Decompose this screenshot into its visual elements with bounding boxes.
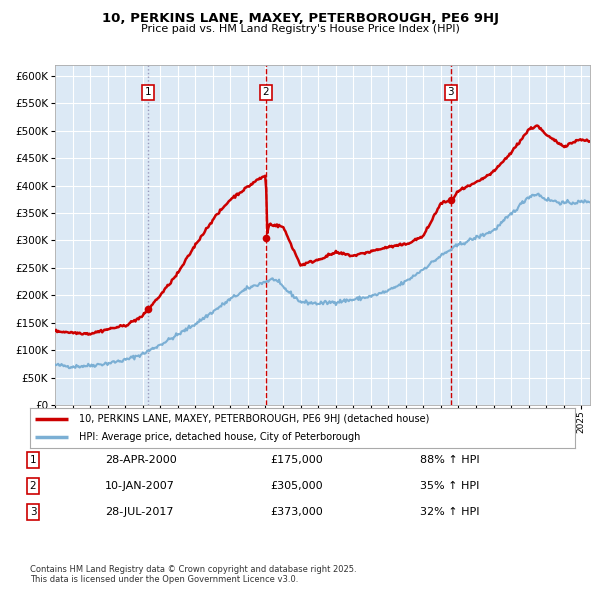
Text: Contains HM Land Registry data © Crown copyright and database right 2025.
This d: Contains HM Land Registry data © Crown c… — [30, 565, 356, 584]
Text: 88% ↑ HPI: 88% ↑ HPI — [420, 455, 479, 465]
Text: 1: 1 — [145, 87, 152, 97]
Text: 32% ↑ HPI: 32% ↑ HPI — [420, 507, 479, 517]
Text: 10, PERKINS LANE, MAXEY, PETERBOROUGH, PE6 9HJ (detached house): 10, PERKINS LANE, MAXEY, PETERBOROUGH, P… — [79, 414, 430, 424]
Text: £373,000: £373,000 — [270, 507, 323, 517]
Text: 3: 3 — [448, 87, 454, 97]
Text: 3: 3 — [29, 507, 37, 517]
Text: 10-JAN-2007: 10-JAN-2007 — [105, 481, 175, 491]
Text: £175,000: £175,000 — [270, 455, 323, 465]
Text: 2: 2 — [29, 481, 37, 491]
Text: 28-APR-2000: 28-APR-2000 — [105, 455, 177, 465]
Text: HPI: Average price, detached house, City of Peterborough: HPI: Average price, detached house, City… — [79, 432, 361, 442]
Text: 2: 2 — [263, 87, 269, 97]
Text: 10, PERKINS LANE, MAXEY, PETERBOROUGH, PE6 9HJ: 10, PERKINS LANE, MAXEY, PETERBOROUGH, P… — [101, 12, 499, 25]
Text: 35% ↑ HPI: 35% ↑ HPI — [420, 481, 479, 491]
Text: £305,000: £305,000 — [270, 481, 323, 491]
Text: 1: 1 — [29, 455, 37, 465]
Text: 28-JUL-2017: 28-JUL-2017 — [105, 507, 173, 517]
Text: Price paid vs. HM Land Registry's House Price Index (HPI): Price paid vs. HM Land Registry's House … — [140, 24, 460, 34]
